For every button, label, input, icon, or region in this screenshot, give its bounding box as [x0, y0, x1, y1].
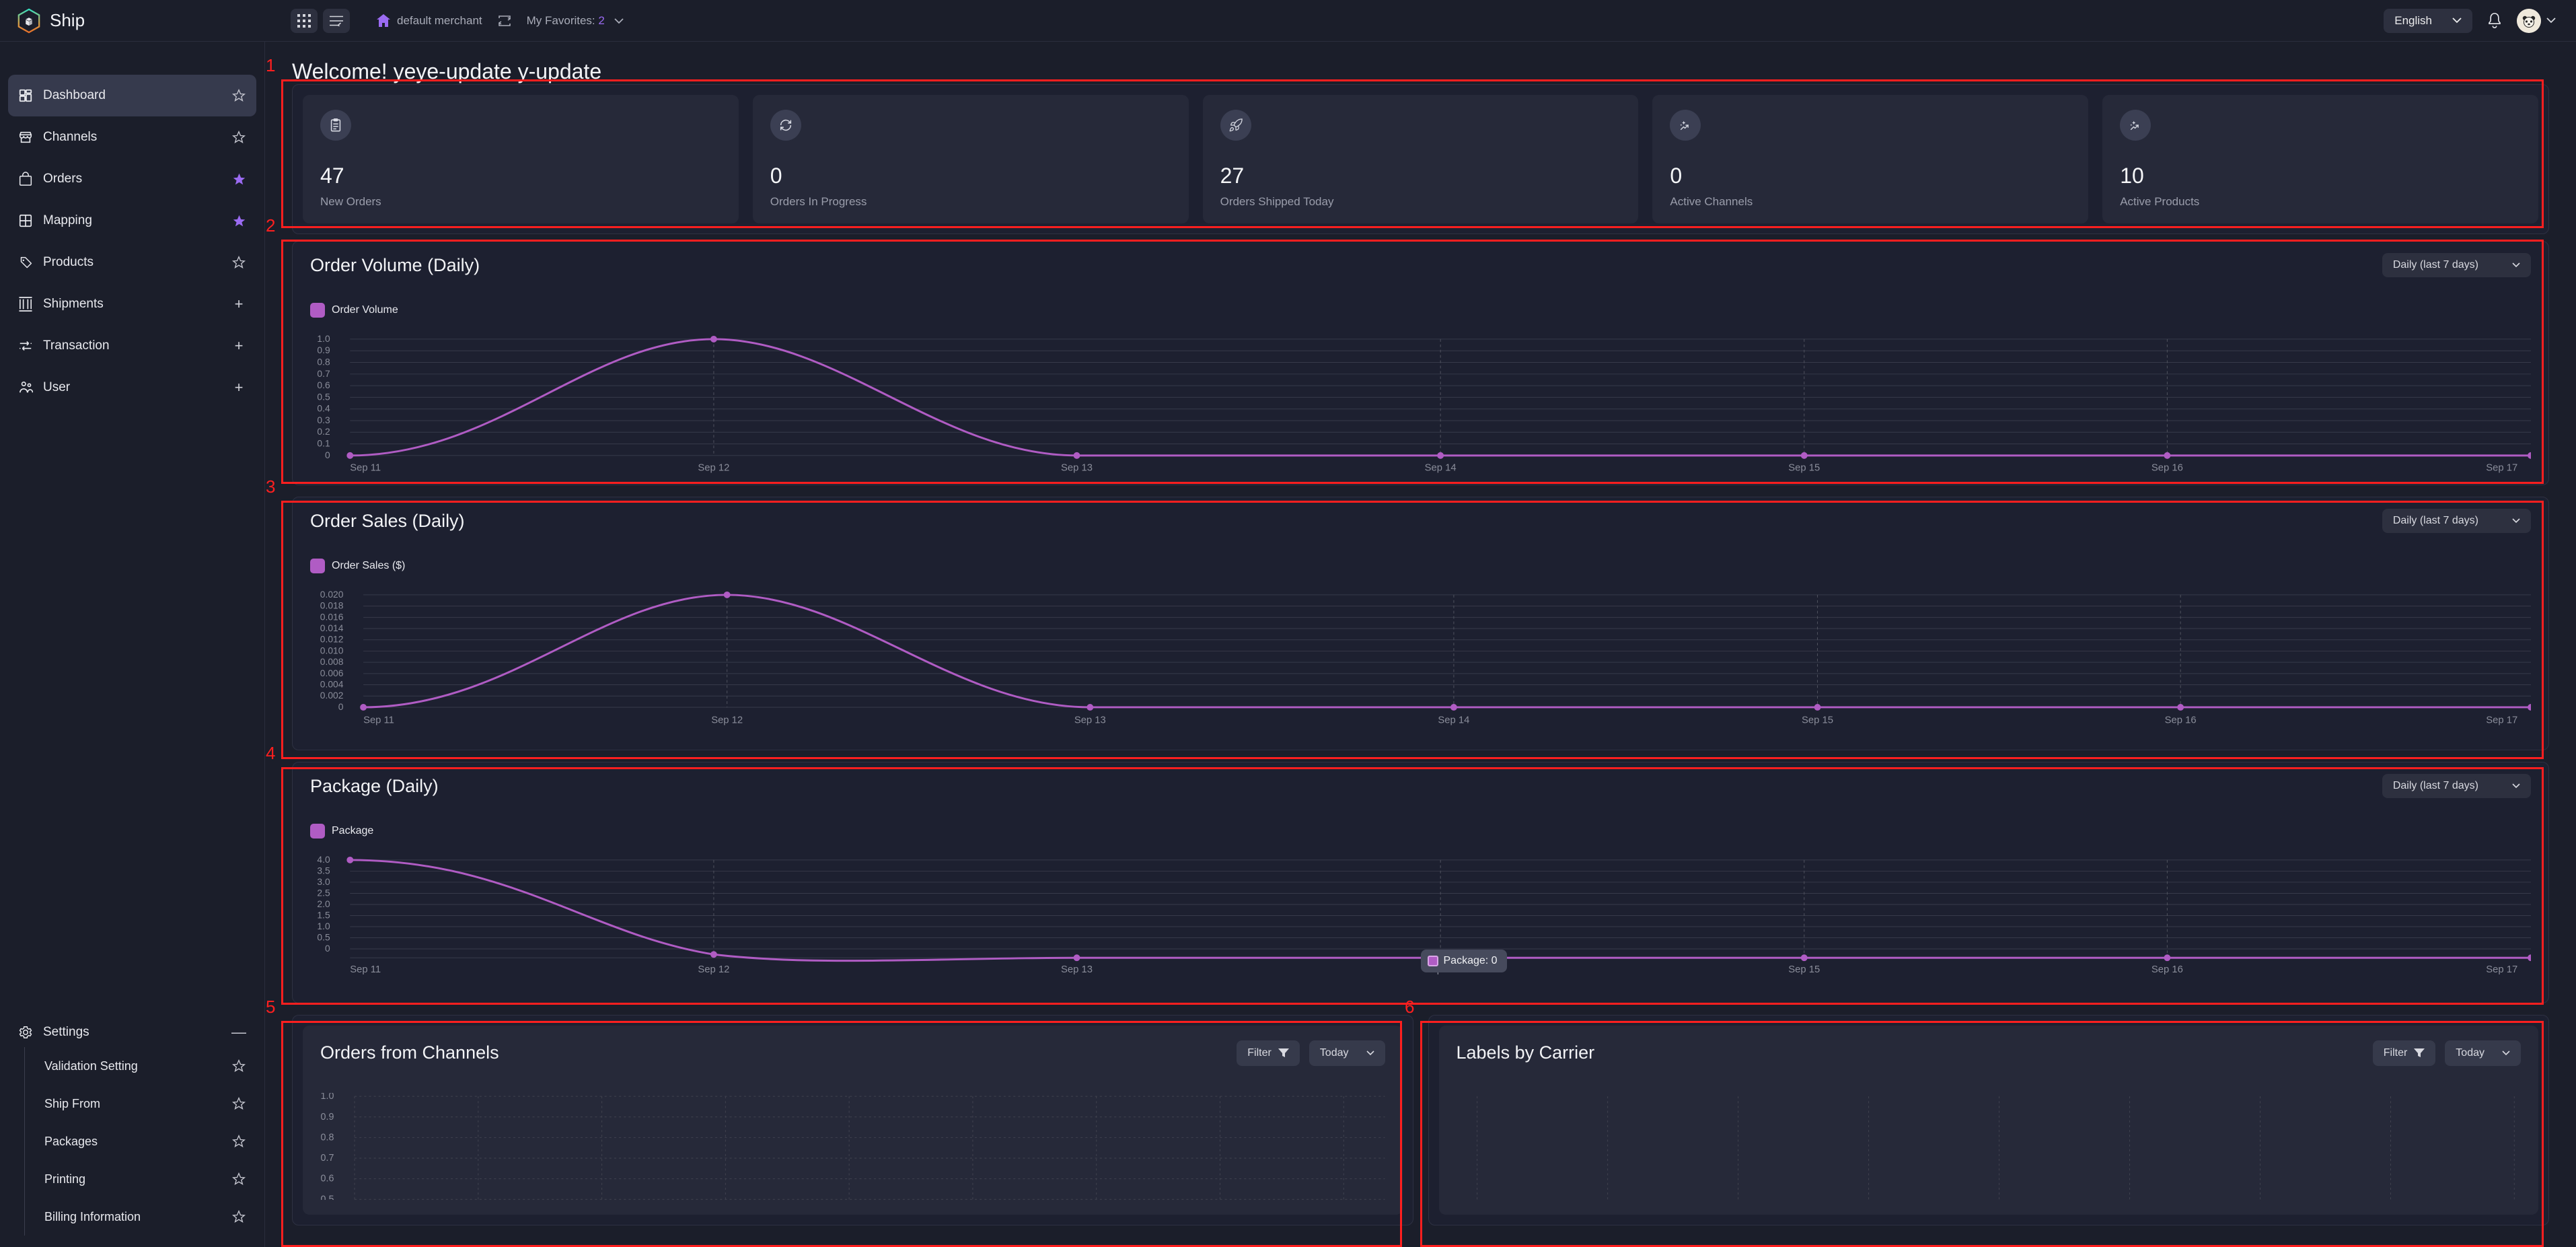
- svg-text:0: 0: [325, 450, 330, 460]
- svg-text:0.010: 0.010: [320, 645, 344, 655]
- svg-text:Sep 15: Sep 15: [1788, 463, 1820, 474]
- svg-text:Sep 17: Sep 17: [2486, 964, 2517, 975]
- svg-text:0.020: 0.020: [320, 591, 344, 600]
- svg-text:Sep 15: Sep 15: [1802, 715, 1833, 726]
- svg-text:0.014: 0.014: [320, 622, 344, 633]
- svg-text:Sep 12: Sep 12: [698, 964, 729, 975]
- svg-text:0.004: 0.004: [320, 679, 344, 690]
- svg-text:Sep 12: Sep 12: [698, 463, 729, 474]
- svg-text:0.018: 0.018: [320, 600, 344, 611]
- svg-text:0: 0: [338, 701, 344, 712]
- svg-text:0.1: 0.1: [317, 438, 330, 449]
- svg-text:0.9: 0.9: [321, 1112, 334, 1123]
- svg-text:0.002: 0.002: [320, 690, 344, 701]
- svg-text:4.0: 4.0: [317, 856, 330, 865]
- svg-text:0.006: 0.006: [320, 668, 344, 678]
- svg-text:Sep 12: Sep 12: [711, 715, 743, 726]
- svg-text:0.3: 0.3: [317, 415, 330, 425]
- svg-text:Sep 17: Sep 17: [2486, 715, 2517, 726]
- svg-text:Sep 13: Sep 13: [1074, 715, 1106, 726]
- svg-text:3.0: 3.0: [317, 876, 330, 887]
- svg-text:Sep 15: Sep 15: [1788, 964, 1820, 975]
- svg-text:0.6: 0.6: [321, 1174, 334, 1184]
- svg-text:0.4: 0.4: [317, 403, 330, 414]
- svg-text:Sep 14: Sep 14: [1425, 463, 1457, 474]
- svg-text:Sep 13: Sep 13: [1061, 964, 1093, 975]
- svg-text:Sep 14: Sep 14: [1438, 715, 1469, 726]
- svg-text:Sep 16: Sep 16: [2151, 463, 2183, 474]
- svg-text:0.016: 0.016: [320, 611, 344, 622]
- svg-text:3.5: 3.5: [317, 865, 330, 876]
- svg-text:1.0: 1.0: [321, 1093, 334, 1102]
- svg-text:Sep 11: Sep 11: [350, 463, 381, 474]
- svg-text:0.6: 0.6: [317, 380, 330, 390]
- svg-text:0.5: 0.5: [321, 1194, 334, 1200]
- svg-text:0.8: 0.8: [317, 356, 330, 367]
- svg-text:Sep 17: Sep 17: [2486, 463, 2517, 474]
- svg-text:Sep 16: Sep 16: [2165, 715, 2197, 726]
- svg-text:1.5: 1.5: [317, 910, 330, 921]
- svg-text:0.012: 0.012: [320, 634, 344, 645]
- svg-text:0.9: 0.9: [317, 345, 330, 355]
- svg-text:0.8: 0.8: [321, 1132, 334, 1143]
- svg-text:0.5: 0.5: [317, 391, 330, 402]
- svg-text:1.0: 1.0: [317, 335, 330, 344]
- svg-text:0.2: 0.2: [317, 426, 330, 437]
- svg-text:2.0: 2.0: [317, 898, 330, 909]
- svg-text:0.008: 0.008: [320, 656, 344, 667]
- svg-text:2.5: 2.5: [317, 888, 330, 898]
- svg-text:Sep 11: Sep 11: [350, 964, 381, 975]
- svg-text:Sep 13: Sep 13: [1061, 463, 1093, 474]
- svg-text:1.0: 1.0: [317, 921, 330, 931]
- svg-text:0: 0: [325, 943, 330, 954]
- svg-text:Sep 11: Sep 11: [363, 715, 394, 726]
- svg-text:0.5: 0.5: [317, 932, 330, 943]
- svg-text:0.7: 0.7: [321, 1153, 334, 1164]
- svg-text:Sep 16: Sep 16: [2151, 964, 2183, 975]
- svg-text:0.7: 0.7: [317, 368, 330, 379]
